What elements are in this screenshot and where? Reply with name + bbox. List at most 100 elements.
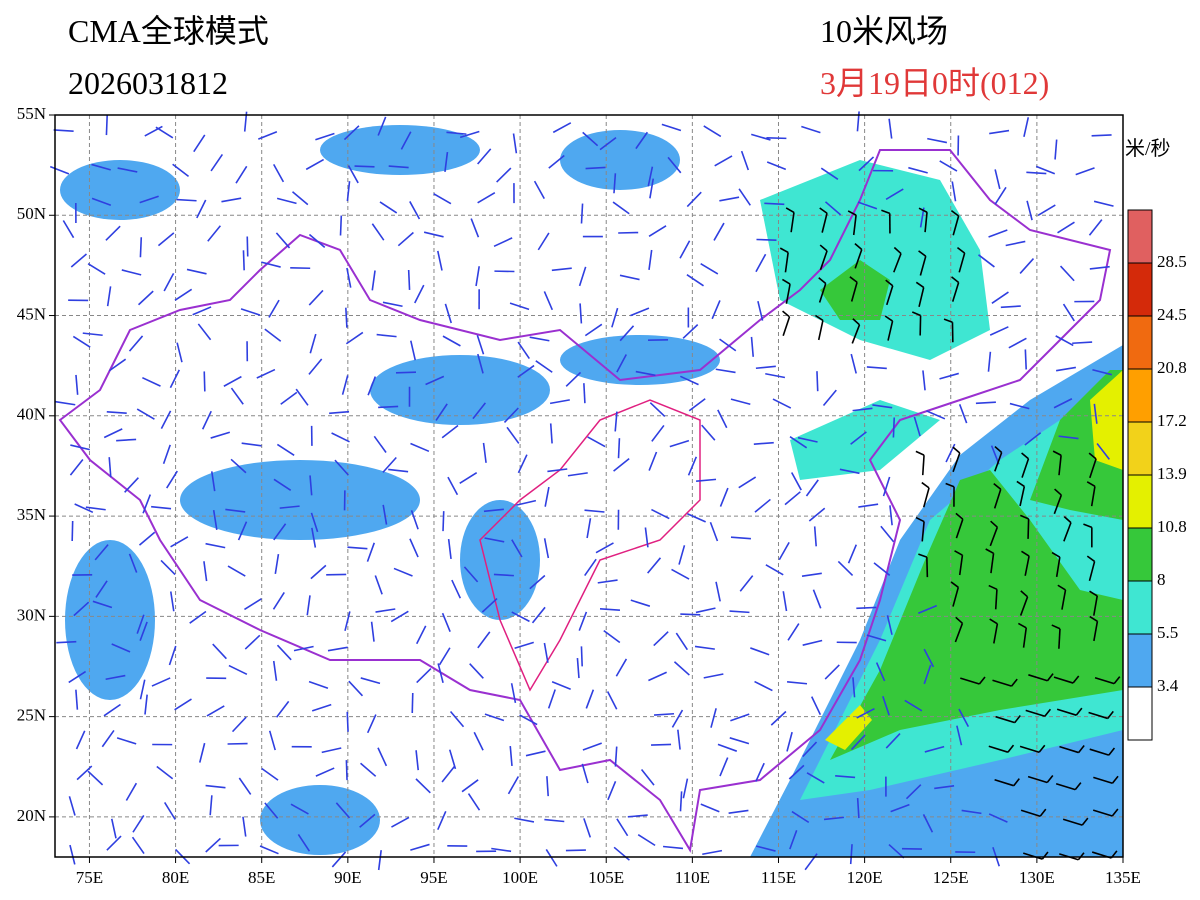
wind-barb — [446, 131, 467, 135]
wind-barb — [531, 606, 546, 624]
wind-barb — [268, 730, 276, 751]
wind-barb — [545, 849, 558, 867]
barb-feather — [1046, 774, 1054, 784]
wind-barb — [309, 475, 313, 496]
wind-barb — [535, 360, 553, 373]
wind-barb — [961, 809, 982, 815]
map-frame — [54, 114, 1124, 858]
wind-barb — [484, 713, 505, 722]
wind-barb — [583, 818, 592, 838]
wind-barb — [801, 125, 821, 134]
wind-barb — [584, 509, 605, 513]
wind-barb — [583, 383, 586, 404]
wind-barb — [739, 575, 754, 592]
wind-barb — [273, 478, 292, 491]
wind-barb — [782, 591, 788, 612]
wind-barb — [918, 287, 925, 308]
wind-barb — [509, 745, 513, 767]
wind-barb — [156, 765, 174, 780]
wind-barb — [717, 743, 738, 752]
wind-barb — [1023, 852, 1043, 860]
wind-barb — [710, 708, 717, 728]
wind-barb — [586, 518, 592, 539]
wind-barb — [924, 212, 928, 233]
wind-barb — [549, 399, 570, 405]
wind-barb — [673, 661, 690, 676]
barb-feather — [911, 311, 921, 317]
wind-barb — [616, 354, 627, 373]
wind-barb — [866, 366, 887, 370]
wind-barb — [791, 810, 810, 824]
wind-barb — [817, 320, 824, 341]
wind-barb — [582, 131, 599, 147]
wind-barb — [197, 323, 212, 341]
wind-barb — [397, 231, 414, 247]
wind-barb — [256, 368, 276, 379]
wind-barb — [644, 527, 649, 548]
wind-barb — [139, 195, 159, 204]
wind-barb — [186, 268, 207, 275]
wind-barb — [410, 340, 417, 361]
wind-barb — [172, 163, 190, 178]
lat-tick-label: 45N — [17, 304, 46, 323]
wind-barb — [872, 404, 893, 409]
wind-barb — [116, 737, 137, 745]
wind-barb — [257, 131, 278, 140]
wind-barb — [993, 489, 1002, 509]
lon-tick-label: 105E — [588, 868, 624, 887]
wind-barb — [960, 677, 980, 685]
wind-barb — [651, 424, 665, 442]
wind-barb — [166, 470, 178, 489]
wind-barb — [1027, 775, 1048, 784]
wind-barb — [264, 328, 282, 342]
wind-barb — [210, 471, 216, 492]
wind-barb — [730, 536, 751, 540]
wind-barb — [240, 308, 261, 316]
wind-barb — [750, 336, 755, 357]
wind-barb — [110, 818, 117, 839]
wind-barb — [1057, 221, 1075, 234]
wind-barb — [1094, 676, 1115, 685]
wind-barb — [854, 249, 863, 269]
barb-feather — [779, 247, 789, 254]
wind-barb — [958, 555, 964, 576]
lat-tick-label: 25N — [17, 706, 46, 725]
wind-barb — [839, 468, 860, 475]
wind-barb — [331, 851, 347, 868]
wind-barb — [686, 274, 704, 287]
wind-barb — [822, 389, 837, 406]
wind-barb — [858, 503, 879, 508]
wind-barb — [578, 266, 587, 287]
wind-barb — [189, 610, 207, 624]
wind-barb — [108, 358, 127, 372]
wind-barb — [136, 614, 145, 634]
wind-barb — [308, 233, 326, 249]
wind-barb — [824, 664, 840, 680]
wind-barb — [151, 677, 171, 687]
wind-barb — [1092, 595, 1099, 616]
wind-barb — [671, 568, 690, 580]
wind-barb — [155, 126, 174, 139]
wind-barb — [994, 452, 1003, 472]
wind-barb — [416, 667, 432, 684]
wind-barb — [728, 809, 749, 814]
wind-barb — [519, 714, 538, 726]
wind-barb — [370, 621, 375, 642]
wind-barb — [988, 813, 1008, 823]
wind-barb — [273, 523, 287, 541]
wind-barb — [92, 600, 113, 609]
wind-barb — [142, 494, 152, 514]
wind-barb — [551, 681, 571, 690]
wind-barb — [1024, 432, 1042, 446]
wind-barb — [715, 368, 736, 374]
wind-barb — [174, 288, 193, 301]
wind-barb — [850, 431, 867, 445]
wind-barb — [276, 644, 292, 661]
wind-barb — [921, 521, 925, 542]
wind-barb — [476, 334, 485, 355]
wind-barb — [790, 472, 802, 491]
wind-barb — [139, 237, 143, 258]
barb-feather — [1086, 555, 1096, 563]
wind-barb — [580, 646, 583, 667]
wind-barb — [1055, 557, 1061, 578]
